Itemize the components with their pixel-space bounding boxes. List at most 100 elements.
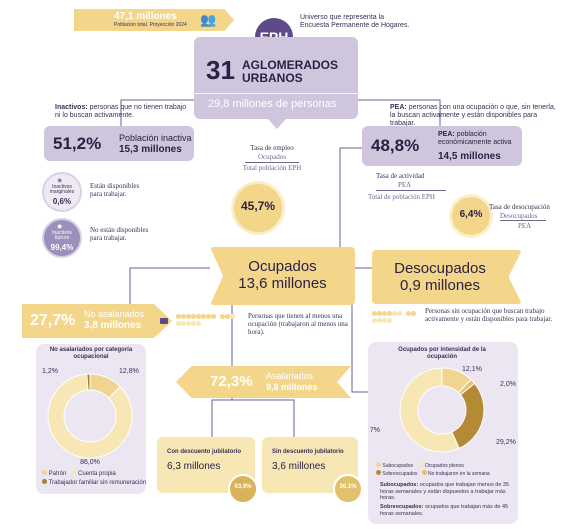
tasa-empleo-title: Tasa de empleo: [250, 144, 294, 152]
legend: Subocupados Ocupados plenos Sobreocupado…: [376, 462, 516, 478]
sin-descuento-pct: 36,1%: [339, 484, 357, 490]
donut-label-1: 86,0%: [80, 459, 100, 466]
pea-box: 48,8% PEA: población económicamente acti…: [362, 126, 522, 166]
inactivos-note-title: Inactivos:: [55, 104, 88, 111]
subocupados-note: Subocupados: ocupados que trabajan menos…: [380, 482, 514, 502]
inactivos-marginales-pct: 0,6%: [52, 197, 72, 206]
donut-slice-2: [451, 382, 485, 449]
population-value: 47,1 millones: [114, 11, 177, 22]
person-icon: ●: [57, 221, 63, 231]
legend-swatch: [376, 470, 381, 475]
aglomerados-number: 31: [206, 55, 235, 85]
sobreocupados-note: Sobreocupados: ocupados que trabajan más…: [380, 504, 514, 517]
ocupados-box: Ocupados 13,6 millones: [210, 247, 355, 305]
legend-sobreocupados: Sobreocupados: [382, 471, 418, 477]
con-descuento-label: Con descuento jubilatorio: [167, 449, 242, 455]
decorative-dots: [372, 309, 418, 323]
legend-swatch: [418, 462, 424, 467]
population-banner: 47,1 millones Población total. Proyecció…: [74, 9, 234, 31]
tasa-actividad-numerator: PEA: [398, 181, 412, 189]
population-label: Población total. Proyección 2024: [114, 22, 187, 28]
no-asalariados-pct: 27,7%: [30, 312, 76, 329]
sin-descuento-amount: 3,6 millones: [272, 461, 326, 472]
no-asalariados-label: No asalariados: [84, 309, 145, 319]
inactivos-amount: 15,3 millones: [119, 144, 182, 155]
pea-amount: 14,5 millones: [438, 151, 501, 162]
pea-note-title: PEA:: [390, 104, 407, 111]
legend: Patrón Cuenta propia Trabajador familiar…: [42, 470, 182, 488]
tasa-desocupacion-circle: 6,4%: [449, 194, 493, 238]
legend-familiar: Trabajador familiar sin remuneración: [48, 480, 147, 486]
inactivos-box: 51,2% Población inactiva 15,3 millones: [44, 126, 194, 161]
desocupados-box: Desocupados 0,9 millones: [372, 250, 522, 304]
donut-label-0: 12,1%: [462, 366, 482, 373]
desocupados-title: Desocupados: [394, 260, 486, 277]
tasa-desocupacion-value: 6,4%: [459, 209, 483, 220]
con-descuento-amount: 6,3 millones: [167, 461, 221, 472]
sobreocupados-note-text: ocupados que trabajan más de 45 horas se…: [380, 504, 509, 517]
inactivos-tipicos-desc: No están disponibles para trabajar.: [90, 226, 149, 242]
aglomerados-pointer: [268, 119, 286, 129]
donut-label-3: 56,7%: [370, 427, 380, 434]
ocupados-desc: Personas que tienen al menos una ocupaci…: [248, 312, 348, 336]
desocupados-desc: Personas sin ocupación que buscan trabaj…: [425, 307, 553, 323]
con-descuento-circle: 63,9%: [228, 474, 258, 504]
intensidad-chart-title: Ocupados por intensidad de la ocupación: [398, 347, 486, 360]
tasa-actividad-denominator: Total de población EPH: [368, 193, 435, 201]
legend-swatch: [42, 470, 47, 475]
tasa-empleo-denominator: Total población EPH: [242, 164, 302, 172]
eph-description: Universo que representa la Encuesta Perm…: [300, 14, 410, 29]
inactivos-tipicos-pct: 99,4%: [50, 243, 74, 252]
aglomerados-box: 31 AGLOMERADOS URBANOS 29,8 millones de …: [194, 37, 358, 119]
legend-subocupados: Subocupados: [382, 463, 413, 469]
subocupados-note-title: Subocupados:: [380, 482, 419, 488]
inactivos-pct: 51,2%: [53, 134, 102, 153]
ocupados-title: Ocupados: [248, 258, 317, 275]
pea-note-text: personas con una ocupación o que, sin te…: [390, 104, 556, 127]
inactivos-marginales-name: Inactivos marginales: [49, 184, 75, 195]
aglomerados-line2: URBANOS: [242, 71, 303, 85]
person-icon: ●: [57, 175, 63, 185]
inactivos-tipicos-circle: ● Inactivos típicos 99,4%: [42, 218, 82, 258]
pea-label-title: PEA:: [438, 131, 455, 138]
donut-slice-3: [399, 367, 460, 453]
no-asalariados-chart-title: No asalariados por categoría ocupacional: [49, 347, 133, 360]
inactivos-label: Población inactiva: [119, 133, 192, 143]
pea-label: PEA: población económicamente activa: [438, 131, 520, 147]
tasa-empleo-value: 45,7%: [240, 199, 276, 213]
legend-plenos: Ocupados plenos: [424, 463, 464, 469]
tasa-desocupacion-denominator: PEA: [518, 222, 532, 230]
legend-swatch: [71, 470, 77, 475]
pea-label-text: población económicamente activa: [438, 131, 512, 146]
subocupados-note-text: ocupados que trabajan menos de 35 horas …: [380, 482, 510, 501]
inactivos-tipicos-name: Inactivos típicos: [52, 230, 72, 241]
con-descuento-pct: 63,9%: [234, 484, 252, 490]
tasa-actividad-title: Tasa de actividad: [376, 172, 425, 180]
donut-label-2: 1,2%: [42, 368, 58, 375]
inactivos-note-text: personas que no tienen trabajo ni lo bus…: [55, 104, 187, 119]
ocupados-amount: 13,6 millones: [238, 275, 327, 292]
donut-slice-2: [86, 373, 91, 391]
legend-no-trabajaron: No trabajaron en la semana: [427, 471, 490, 477]
sin-descuento-circle: 36,1%: [333, 474, 363, 504]
pea-note: PEA: personas con una ocupación o que, s…: [390, 104, 560, 128]
donut-slice-1: [47, 373, 133, 459]
no-asalariados-banner: 27,7% No asalariados 3,8 millones: [22, 304, 172, 338]
no-asalariados-donut: 12,8% 86,0% 1,2%: [42, 368, 139, 466]
con-descuento-box: Con descuento jubilatorio 6,3 millones: [157, 437, 255, 493]
aglomerados-line1: AGLOMERADOS: [242, 58, 338, 72]
legend-swatch: [376, 462, 381, 467]
tasa-empleo-numerator: Ocupados: [258, 153, 286, 161]
asalariados-pct: 72,3%: [210, 373, 253, 390]
tasa-empleo-circle: 45,7%: [231, 181, 285, 235]
asalariados-label: Asalariados: [266, 371, 314, 381]
inactivos-marginales-circle: ● Inactivos marginales 0,6%: [42, 172, 82, 212]
no-asalariados-amount: 3,8 millones: [84, 320, 142, 331]
donut-label-0: 12,8%: [119, 368, 139, 375]
legend-cuenta-propia: Cuenta propia: [78, 471, 116, 477]
inactivos-marginales-desc: Están disponibles para trabajar.: [90, 182, 140, 198]
desocupados-amount: 0,9 millones: [399, 277, 481, 294]
intensidad-donut: 12,1% 2,0% 29,2% 56,7%: [370, 366, 516, 453]
people-icon: 👥: [200, 12, 217, 27]
donut-label-1: 2,0%: [500, 381, 516, 388]
